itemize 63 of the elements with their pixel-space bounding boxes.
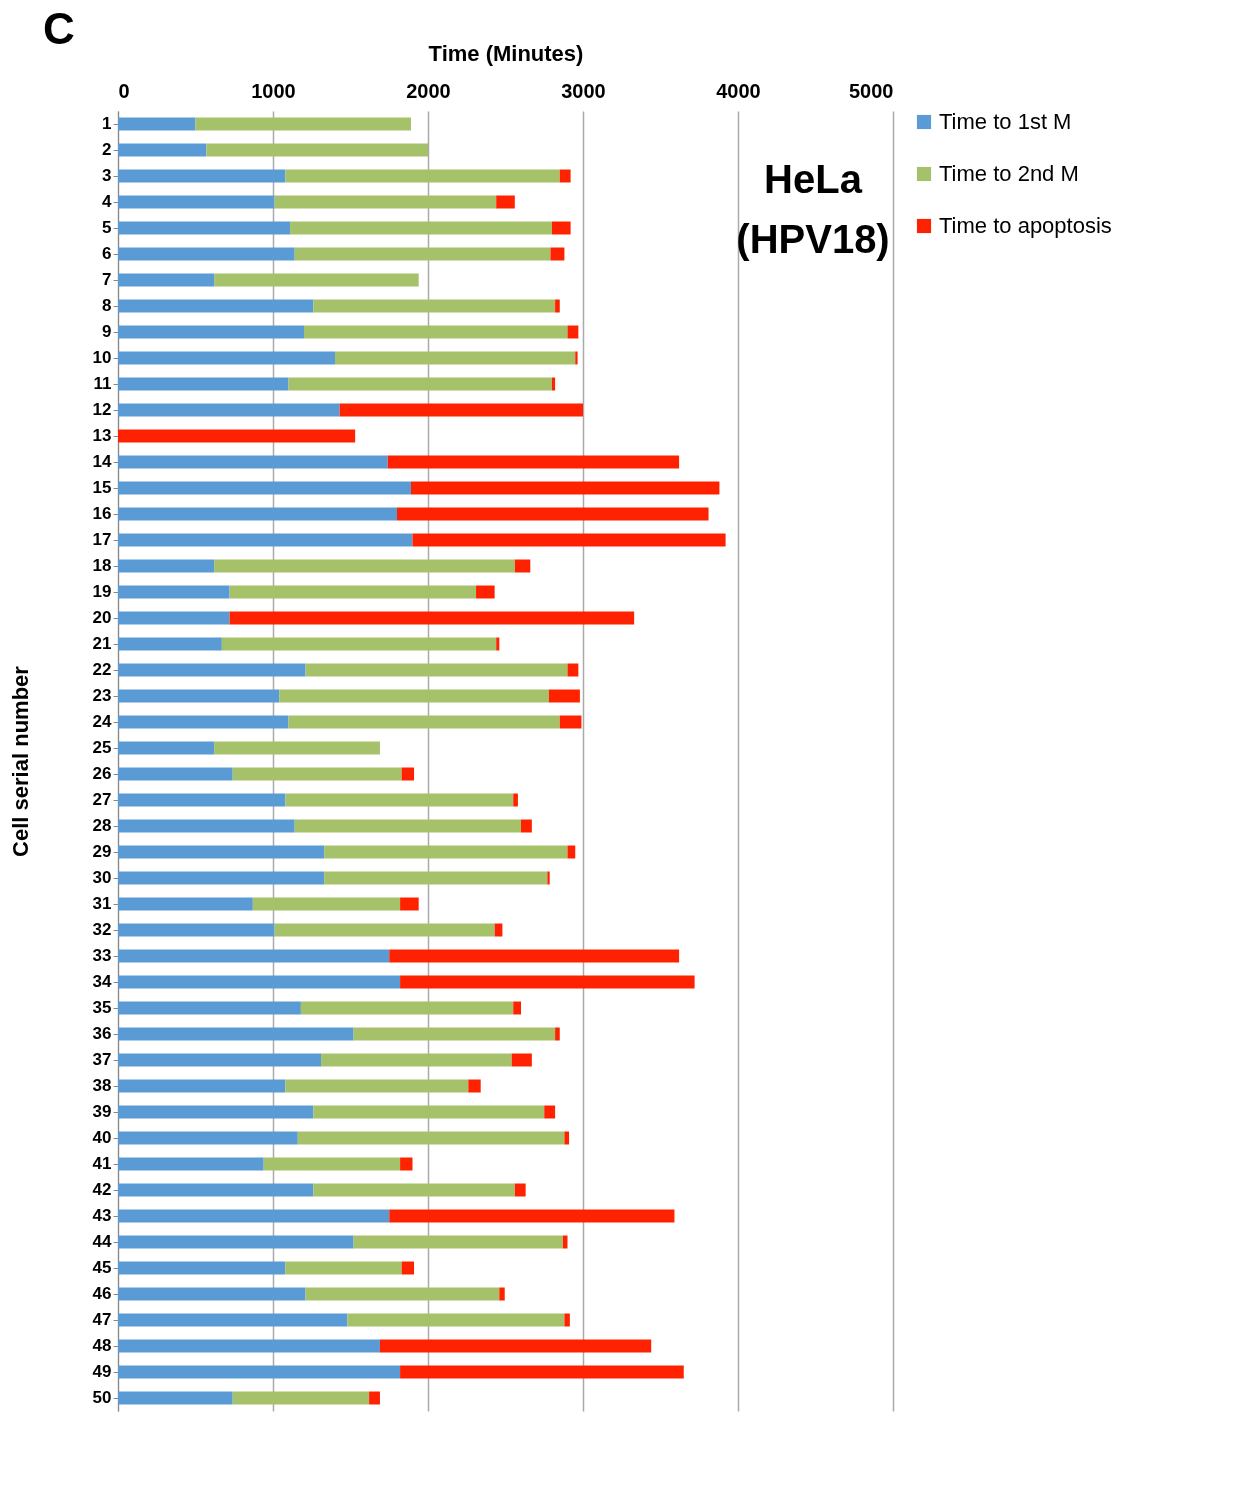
y-tick-label: 12 xyxy=(92,400,112,419)
y-tick-label: 37 xyxy=(92,1050,112,1069)
y-tick-label: 25 xyxy=(92,738,112,757)
y-tick-label: 4 xyxy=(102,192,113,211)
y-tick-label: 35 xyxy=(92,998,112,1017)
y-tick-label: 29 xyxy=(92,842,112,861)
y-tick-label: 50 xyxy=(92,1388,112,1407)
legend-label: Time to 2nd M xyxy=(939,161,1079,186)
y-tick-label: 18 xyxy=(92,556,112,575)
y-tick-label: 32 xyxy=(92,920,112,939)
y-tick-label: 15 xyxy=(92,478,112,497)
y-tick-label: 41 xyxy=(92,1154,112,1173)
y-tick-label: 11 xyxy=(93,374,112,393)
y-tick-label: 43 xyxy=(92,1206,112,1225)
y-tick-label: 44 xyxy=(92,1232,113,1251)
annotation: HeLa (HPV18) xyxy=(736,157,890,261)
y-tick-label: 49 xyxy=(92,1362,112,1381)
y-tick-label: 6 xyxy=(102,244,112,263)
y-axis-title: Cell serial number xyxy=(7,665,33,857)
y-tick-label: 1 xyxy=(102,114,112,133)
legend-label: Time to apoptosis xyxy=(939,213,1112,238)
y-tick-label: 38 xyxy=(92,1076,112,1095)
y-tick-label: 46 xyxy=(92,1284,112,1303)
x-tick-label: 5000 xyxy=(849,79,894,102)
y-tick-label: 2 xyxy=(102,140,112,159)
y-tick-label: 36 xyxy=(92,1024,112,1043)
y-tick-label: 21 xyxy=(92,634,112,653)
y-tick-label: 10 xyxy=(92,348,112,367)
y-tick-label: 30 xyxy=(92,868,112,887)
x-axis-title: Time (Minutes) xyxy=(428,40,584,66)
y-tick-label: 39 xyxy=(92,1102,112,1121)
y-tick-label: 24 xyxy=(92,712,113,731)
text: C xyxy=(43,4,75,53)
y-tick-label: 7 xyxy=(102,270,112,289)
y-tick-label: 42 xyxy=(92,1180,112,1199)
y-tick-label: 17 xyxy=(92,530,112,549)
y-tick-label: 16 xyxy=(92,504,112,523)
y-tick-label: 22 xyxy=(92,660,112,679)
y-tick-label: 5 xyxy=(102,218,112,237)
y-tick-label: 9 xyxy=(102,322,112,341)
y-tick-label: 26 xyxy=(92,764,112,783)
y-tick-label: 33 xyxy=(92,946,112,965)
y-tick-label: 20 xyxy=(92,608,112,627)
y-tick-label: 13 xyxy=(92,426,112,445)
y-tick-label: 48 xyxy=(92,1336,112,1355)
y-tick-label: 23 xyxy=(92,686,112,705)
x-tick-label: 2000 xyxy=(406,79,451,102)
x-tick-label: 1000 xyxy=(251,79,296,102)
y-tick-label: 3 xyxy=(102,166,112,185)
y-tick-label: 40 xyxy=(92,1128,112,1147)
x-tick-label: 3000 xyxy=(561,79,606,102)
x-tick-label: 4000 xyxy=(716,79,761,102)
x-tick-label: 0 xyxy=(118,79,130,102)
y-tick-label: 28 xyxy=(92,816,112,835)
y-tick-label: 8 xyxy=(102,296,112,315)
y-tick-label: 31 xyxy=(92,894,112,913)
legend-label: Time to 1st M xyxy=(939,109,1072,134)
y-tick-label: 19 xyxy=(92,582,112,601)
y-tick-label: 47 xyxy=(92,1310,112,1329)
y-tick-label: 27 xyxy=(92,790,112,809)
y-tick-label: 34 xyxy=(92,972,113,991)
y-tick-label: 14 xyxy=(92,452,113,471)
y-tick-label: 45 xyxy=(92,1258,112,1277)
